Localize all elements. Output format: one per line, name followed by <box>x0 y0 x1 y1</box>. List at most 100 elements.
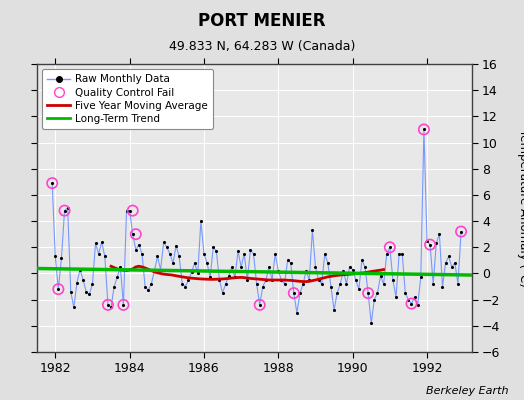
Point <box>144 287 152 294</box>
Point <box>420 126 428 133</box>
Point <box>104 302 112 308</box>
Point <box>85 291 94 298</box>
Point <box>367 320 375 326</box>
Point <box>352 277 360 283</box>
Point <box>383 251 391 257</box>
Point <box>398 251 407 257</box>
Point <box>63 205 72 211</box>
Point <box>200 251 208 257</box>
Point <box>336 281 344 287</box>
Point <box>67 288 75 295</box>
Point <box>54 286 62 292</box>
Point <box>178 281 187 287</box>
Point <box>234 248 242 254</box>
Point <box>193 270 202 277</box>
Point <box>451 260 459 266</box>
Point <box>429 281 438 287</box>
Point <box>196 218 205 224</box>
Point <box>166 251 174 257</box>
Point <box>457 228 465 235</box>
Point <box>222 281 230 287</box>
Point <box>457 228 465 235</box>
Point <box>361 264 369 270</box>
Point <box>132 231 140 237</box>
Point <box>119 302 128 308</box>
Point <box>290 290 298 296</box>
Point <box>175 253 183 260</box>
Point <box>215 277 224 283</box>
Point <box>283 257 292 264</box>
Point <box>274 268 282 274</box>
Point <box>138 251 146 257</box>
Point <box>299 281 307 287</box>
Point <box>444 253 453 260</box>
Point <box>256 302 264 308</box>
Point <box>60 208 69 214</box>
Point <box>240 251 248 257</box>
Point <box>91 240 100 246</box>
Point <box>57 254 66 261</box>
Point <box>243 277 252 283</box>
Point <box>206 274 214 280</box>
Point <box>261 277 270 283</box>
Point <box>342 281 351 287</box>
Point <box>438 283 446 290</box>
Point <box>321 251 329 257</box>
Point <box>454 281 462 287</box>
Point <box>277 277 286 283</box>
Point <box>404 296 412 303</box>
Point <box>432 240 441 246</box>
Point <box>395 251 403 257</box>
Point <box>128 208 137 214</box>
Point <box>94 251 103 257</box>
Point <box>122 208 130 214</box>
Y-axis label: Temperature Anomaly (°C): Temperature Anomaly (°C) <box>517 129 524 287</box>
Point <box>54 286 62 292</box>
Point <box>88 281 96 287</box>
Point <box>318 281 326 287</box>
Text: PORT MENIER: PORT MENIER <box>198 12 326 30</box>
Point <box>156 266 165 273</box>
Point <box>376 273 385 279</box>
Point <box>150 268 159 274</box>
Point <box>48 180 57 186</box>
Point <box>259 283 267 290</box>
Point <box>246 247 255 253</box>
Point <box>265 264 273 270</box>
Point <box>203 260 211 266</box>
Point <box>147 281 156 287</box>
Point <box>410 294 419 300</box>
Point <box>287 260 295 266</box>
Point <box>333 290 341 296</box>
Point <box>70 304 78 311</box>
Point <box>268 277 276 283</box>
Point <box>212 248 221 254</box>
Point <box>162 244 171 250</box>
Text: 49.833 N, 64.283 W (Canada): 49.833 N, 64.283 W (Canada) <box>169 40 355 53</box>
Point <box>132 247 140 253</box>
Point <box>141 283 149 290</box>
Point <box>293 310 301 316</box>
Point <box>253 281 261 287</box>
Point <box>82 288 91 295</box>
Point <box>308 227 316 234</box>
Point <box>113 274 122 280</box>
Point <box>386 244 394 250</box>
Point <box>107 304 115 311</box>
Point <box>441 260 450 266</box>
Point <box>364 290 373 296</box>
Point <box>302 268 310 274</box>
Point <box>128 231 137 237</box>
Point <box>296 290 304 296</box>
Point <box>60 208 69 214</box>
Point <box>190 260 199 266</box>
Point <box>358 257 366 264</box>
Point <box>348 266 357 273</box>
Point <box>188 269 196 275</box>
Point <box>290 290 298 296</box>
Point <box>209 244 217 250</box>
Point <box>280 281 289 287</box>
Point <box>76 266 84 273</box>
Point <box>407 300 416 307</box>
Point <box>51 253 59 260</box>
